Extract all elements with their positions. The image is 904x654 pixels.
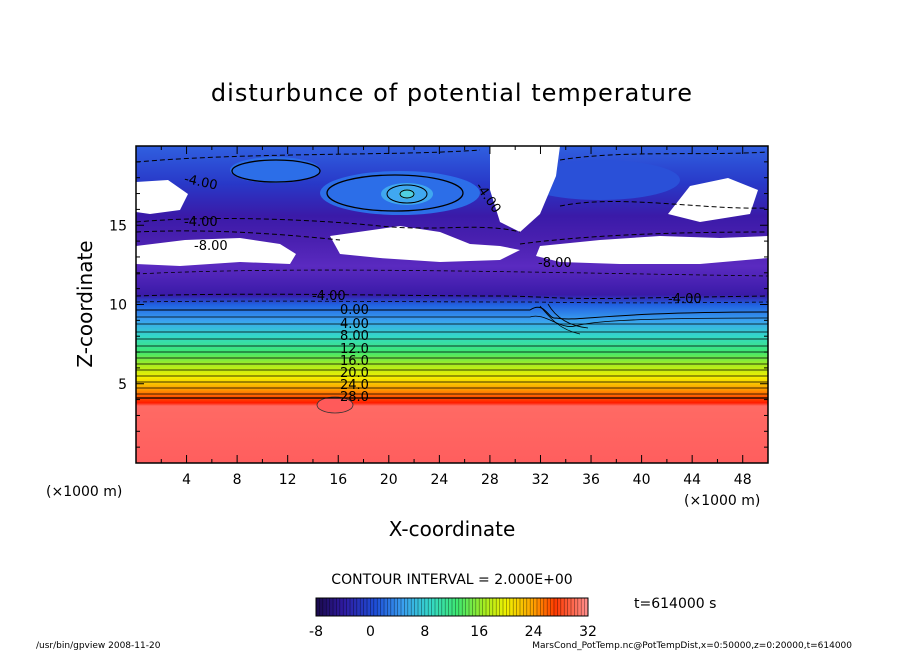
missing-band-center <box>330 226 520 262</box>
x-tick-label: 12 <box>279 472 297 488</box>
cold-core-left <box>230 157 320 183</box>
missing-region-upper-right <box>668 178 758 222</box>
missing-band-left <box>136 238 296 266</box>
x-axis: 4 8 12 16 20 24 28 32 36 40 44 48 <box>160 146 752 488</box>
colorbar-tick-label: 8 <box>420 624 429 640</box>
footer-left: /usr/bin/gpview 2008-11-20 <box>36 641 161 651</box>
y-tick-label: 15 <box>109 218 127 234</box>
y-tick-label: 10 <box>109 298 127 314</box>
x-tick-label: 44 <box>683 472 701 488</box>
contour-label: 16.0 <box>340 354 369 369</box>
contour-label: -4.00 <box>312 289 346 304</box>
x-tick-label: 32 <box>532 472 550 488</box>
missing-region-top-center <box>490 146 560 232</box>
y-tick-label: 5 <box>118 377 127 393</box>
missing-band-right <box>536 236 768 264</box>
missing-region-upper-left <box>136 180 188 214</box>
time-label: t=614000 s <box>634 596 716 612</box>
blue-patch-right <box>520 160 680 200</box>
x-tick-label: 48 <box>734 472 752 488</box>
contour-label: -4.00 <box>183 172 219 194</box>
x-tick-label: 16 <box>329 472 347 488</box>
colorbar-tick-label: 24 <box>525 624 543 640</box>
contour-label-group: -4.00 -4.00 -8.00 -4.00 -8.00 -4.00 -4.0… <box>183 172 702 405</box>
cold-core-center <box>399 189 415 199</box>
footer-right: MarsCond_PotTemp.nc@PotTempDist,x=0:5000… <box>532 641 852 651</box>
contour-label: 20.0 <box>340 366 369 381</box>
colorbar-tick-label: 32 <box>579 624 597 640</box>
contour-label: 28.0 <box>340 390 369 405</box>
contour-label: 12.0 <box>340 342 369 357</box>
colorbar-stripes <box>319 598 585 616</box>
colorbar: -8 0 8 16 24 32 <box>309 597 597 640</box>
chart-title: disturbunce of potential temperature <box>211 79 693 107</box>
contour-lines <box>136 149 768 399</box>
colorbar-tick-label: 16 <box>470 624 488 640</box>
plot-area: -4.00 -4.00 -8.00 -4.00 -8.00 -4.00 -4.0… <box>136 146 768 463</box>
contour-interval: CONTOUR INTERVAL = 2.000E+00 <box>331 572 572 588</box>
colorbar-ticks: -8 0 8 16 24 32 <box>309 624 597 640</box>
x-unit-label-left: (×1000 m) <box>46 484 122 500</box>
x-tick-label: 36 <box>582 472 600 488</box>
contour-label: -8.00 <box>194 239 228 254</box>
contour-label: 4.00 <box>340 317 369 332</box>
y-axis-label: Z-coordinate <box>73 240 97 367</box>
x-tick-label: 20 <box>380 472 398 488</box>
warm-blob <box>316 396 354 414</box>
contour-label: -4.00 <box>668 292 702 307</box>
x-tick-label: 28 <box>481 472 499 488</box>
contour-label: -8.00 <box>538 256 572 271</box>
contour-label: -4.00 <box>184 215 218 230</box>
x-unit-label-right: (×1000 m) <box>684 493 760 509</box>
x-tick-label: 8 <box>233 472 242 488</box>
x-axis-label: X-coordinate <box>389 517 516 541</box>
x-tick-label: 4 <box>182 472 191 488</box>
colorbar-tick-label: 0 <box>366 624 375 640</box>
x-tick-label: 24 <box>430 472 448 488</box>
colorbar-tick-label: -8 <box>309 624 323 640</box>
contour-label: 0.00 <box>340 303 369 318</box>
colorbar-frame <box>315 597 589 617</box>
y-axis: 5 10 15 <box>109 161 768 448</box>
contour-label: 8.00 <box>340 329 369 344</box>
x-tick-label: 40 <box>633 472 651 488</box>
contour-label: 24.0 <box>340 378 369 393</box>
